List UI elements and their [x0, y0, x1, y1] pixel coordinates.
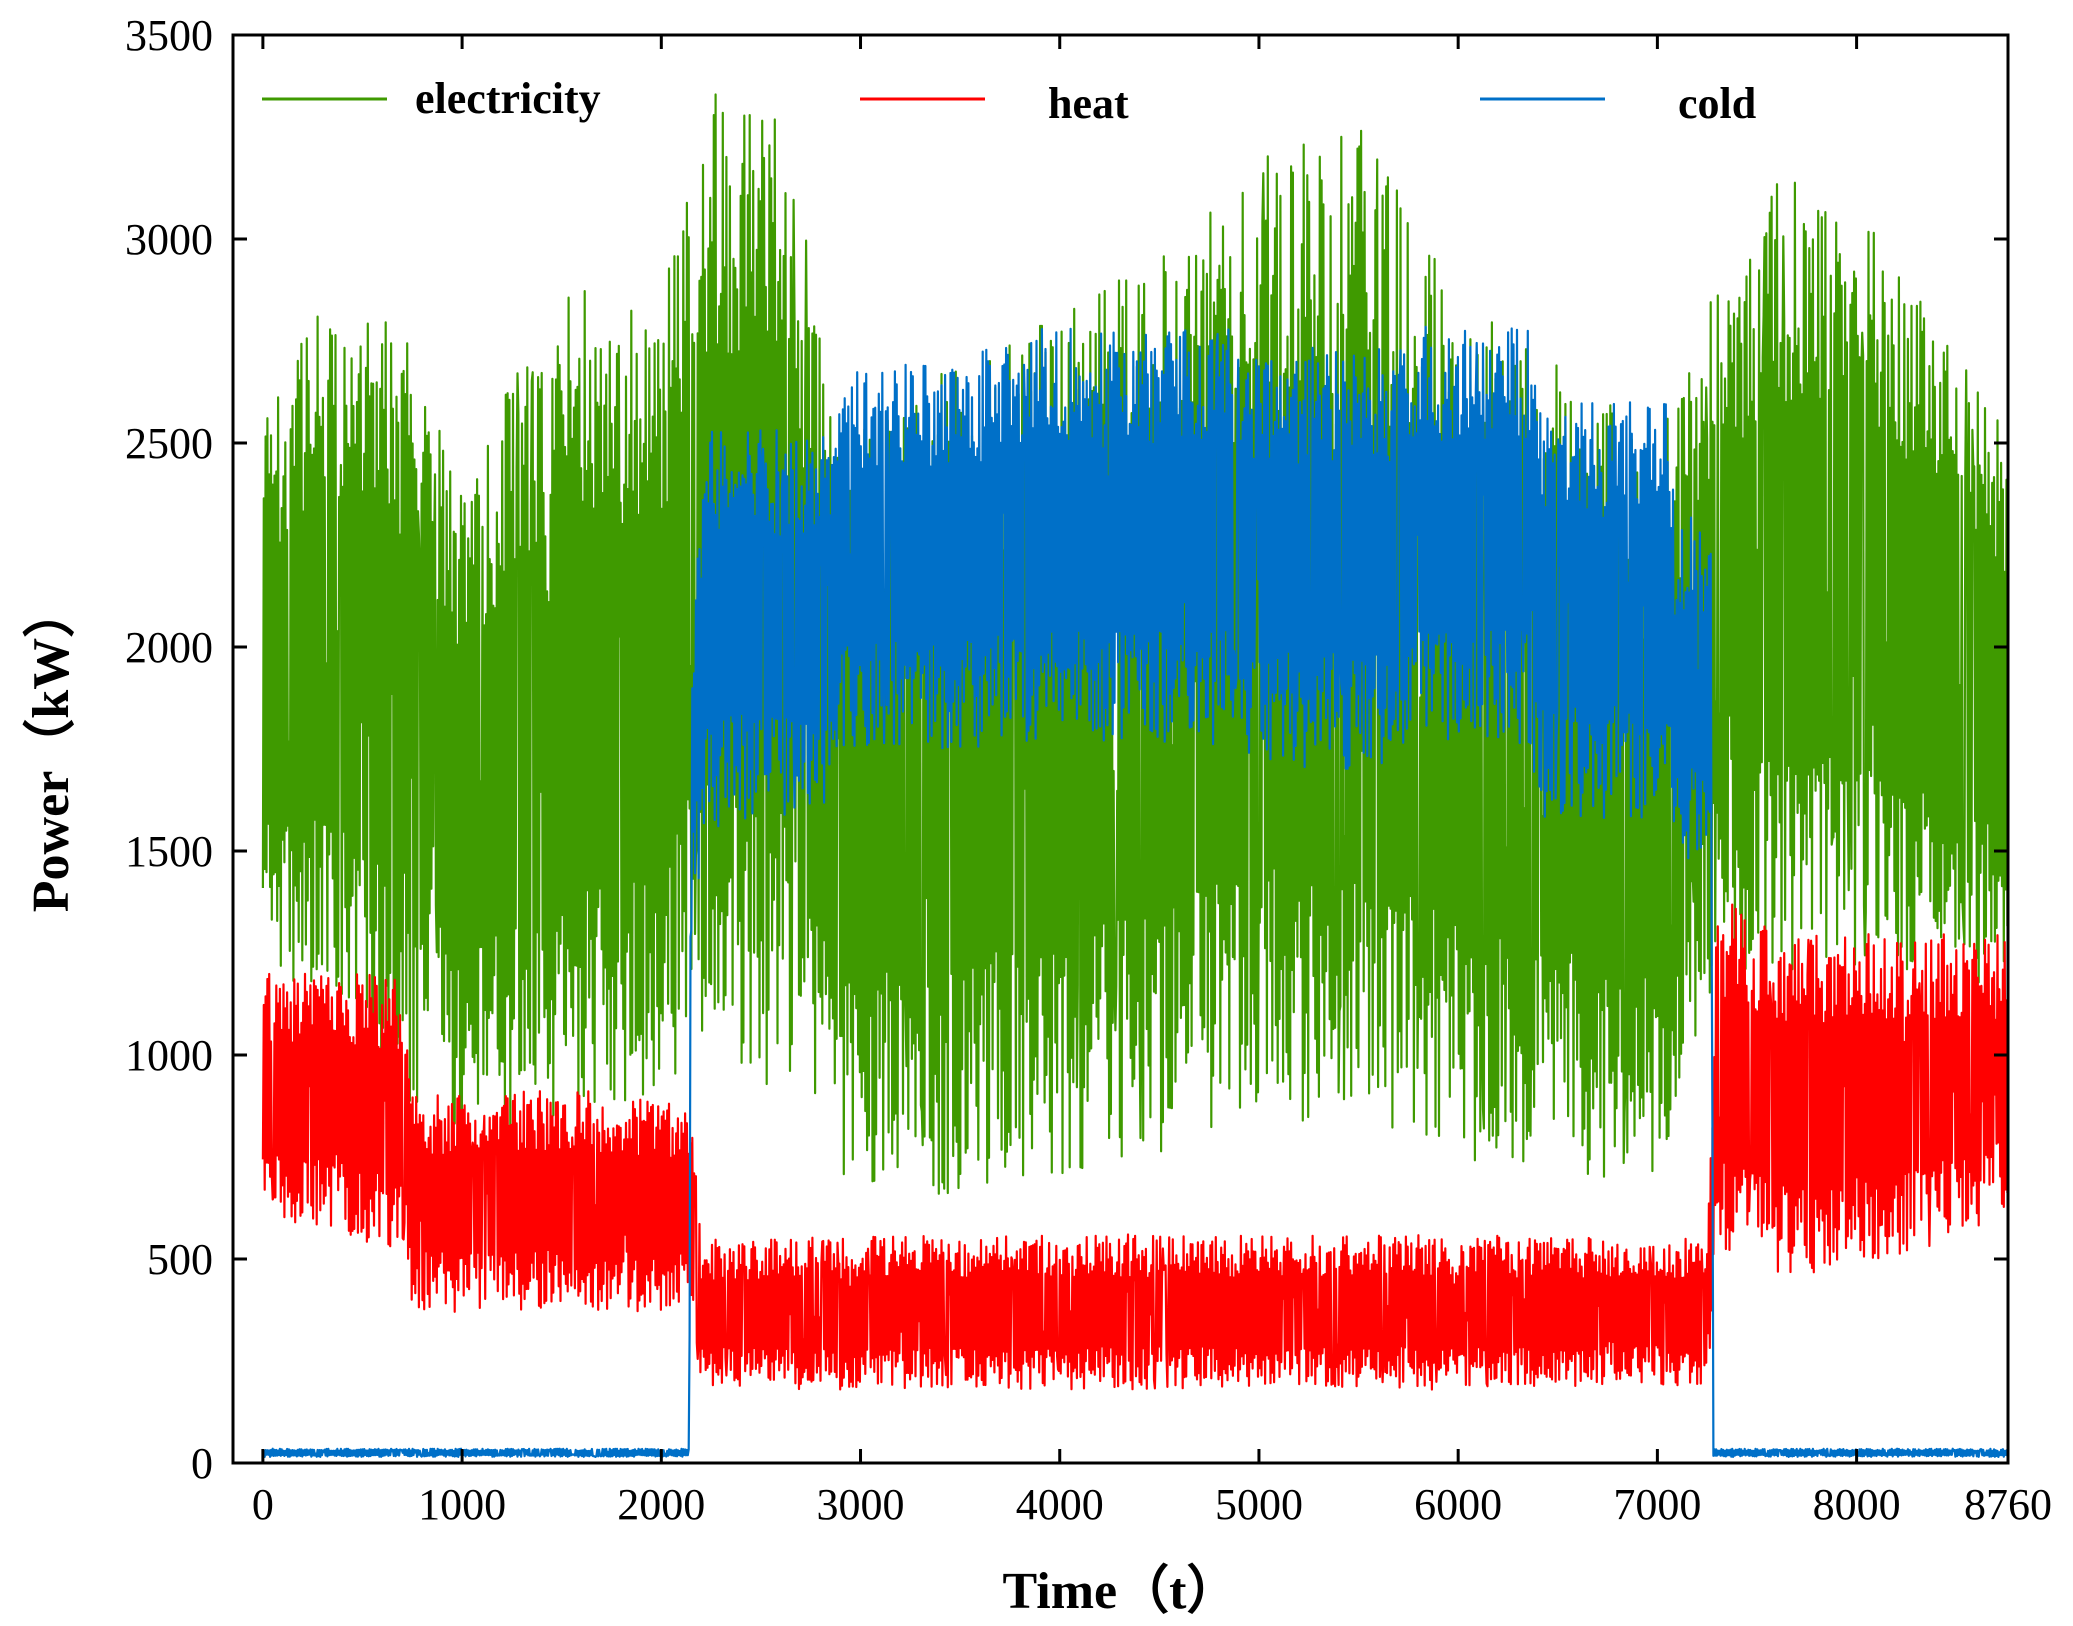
y-tick-label: 0 [191, 1439, 213, 1488]
series-line-cold [261, 325, 2009, 1458]
x-tick-label: 1000 [418, 1480, 506, 1529]
legend-label-cold: cold [1678, 79, 1756, 128]
x-tick-label: 8000 [1813, 1480, 1901, 1529]
legend-label-electricity: electricity [415, 74, 601, 123]
x-axis: 0 1000 2000 3000 4000 5000 6000 7000 8000 8760 [252, 35, 2052, 1529]
x-tick-label: 8760 [1964, 1480, 2052, 1529]
x-tick-label: 0 [252, 1480, 274, 1529]
x-tick-label: 5000 [1215, 1480, 1303, 1529]
y-tick-label: 3000 [125, 215, 213, 264]
y-tick-label: 1500 [125, 827, 213, 876]
y-tick-label: 2500 [125, 419, 213, 468]
x-tick-label: 2000 [617, 1480, 705, 1529]
y-axis-title: Power（kW） [22, 586, 80, 912]
plot-area [261, 93, 2009, 1458]
x-tick-label: 6000 [1414, 1480, 1502, 1529]
y-tick-label: 2000 [125, 623, 213, 672]
x-tick-label: 7000 [1613, 1480, 1701, 1529]
y-tick-label: 1000 [125, 1031, 213, 1080]
x-tick-label: 4000 [1016, 1480, 1104, 1529]
x-axis-title: Time（t） [1003, 1562, 1239, 1620]
legend-label-heat: heat [1048, 79, 1129, 128]
series-line-heat [261, 903, 2009, 1391]
legend: electricity heat cold [262, 74, 1756, 128]
y-tick-label: 3500 [125, 11, 213, 60]
y-tick-label: 500 [147, 1235, 213, 1284]
y-axis: 0 500 1000 1500 2000 2500 3000 3500 [125, 11, 2008, 1488]
x-tick-label: 3000 [817, 1480, 905, 1529]
plot-frame [231, 33, 2010, 1465]
